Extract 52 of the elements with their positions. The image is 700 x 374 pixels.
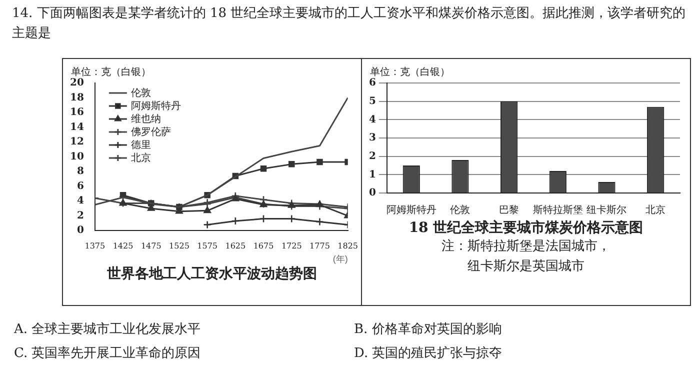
x-tick-label: 1775 [310,241,330,250]
x-tick-label: 1725 [281,241,302,250]
y-tick-label: 12 [70,136,84,148]
x-tick-label: 纽卡斯尔 [586,204,627,216]
y-tick-label: 8 [76,166,84,178]
y-tick-label: 1 [368,169,376,180]
y-tick-label: 2 [368,150,376,162]
text: 14. 下面两幅图表是某学者统计的 18 世纪全球主要城市的工人工资水平和煤炭价格示意图。据此推测，该学者研究的主题是 [12,5,687,43]
legend-label: 阿姆斯特丹 [130,100,181,112]
x-tick-label: 1625 [225,241,246,250]
text: 纽卡斯尔是英国城市 [466,258,586,276]
legend-label: 维也纳 [130,112,161,125]
x-tick-label: 1375 [84,241,106,250]
text: B. 价格革命对英国的影响 [354,321,503,339]
x-tick-label: 斯特拉斯堡 [532,204,583,216]
y-tick-label: 4 [76,196,84,207]
y-axis-title: 单位：克（白银） [71,66,151,78]
legend-label: 佛罗伦萨 [130,126,171,138]
y-tick-label: 6 [368,78,376,89]
legend-label: 伦敦 [130,86,151,99]
y-tick-label: 6 [76,180,84,192]
y-tick-label: 14 [70,122,84,133]
y-tick-label: 5 [368,96,376,107]
y-tick-label: 4 [368,114,376,126]
x-tick-label: 1825 [338,241,358,250]
x-tick-label: 巴黎 [499,204,520,216]
x-tick-label: 北京 [646,204,666,216]
x-tick-label: 伦敦 [450,204,470,216]
y-tick-label: 0 [368,188,376,199]
x-tick-label: 1675 [253,241,274,250]
y-tick-label: 20 [70,78,84,89]
text: 18 世纪全球主要城市煤炭价格示意图 [408,219,644,237]
x-axis-title: (年) [332,254,348,264]
text: 注：斯特拉斯堡是法国城市， [440,238,612,256]
x-tick-label: 1525 [169,241,190,250]
legend-label: 德里 [130,140,151,151]
y-tick-label: 3 [368,132,376,144]
y-tick-label: 18 [70,92,84,104]
x-tick-label: 阿姆斯特丹 [386,204,436,216]
y-tick-label: 2 [76,210,84,222]
x-tick-label: 1425 [112,241,134,250]
text: A. 全球主要城市工业化发展水平 [14,321,202,339]
text: C. 英国率先开展工业革命的原因 [14,345,202,363]
text: 世界各地工人工资水平波动趋势图 [106,265,318,283]
legend-label: 北京 [130,152,151,164]
y-axis-title: 单位：克（白银） [370,66,450,78]
y-tick-label: 0 [76,225,84,236]
x-tick-label: 1575 [197,241,218,250]
y-tick-label: 16 [70,107,84,118]
y-tick-label: 10 [70,151,84,162]
text: D. 英国的殖民扩张与掠夺 [354,345,504,363]
x-tick-label: 1475 [140,241,162,250]
